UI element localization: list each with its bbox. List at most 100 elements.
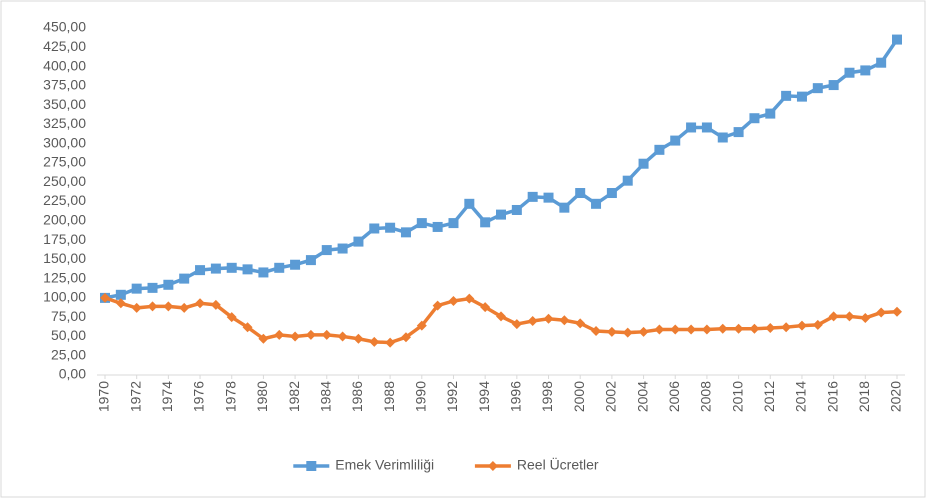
y-tick-label: 325,00 bbox=[43, 115, 86, 131]
marker bbox=[559, 315, 570, 326]
marker bbox=[305, 329, 316, 340]
x-tick-label: 1998 bbox=[539, 381, 555, 412]
marker bbox=[591, 326, 602, 337]
marker bbox=[147, 301, 158, 312]
marker bbox=[575, 318, 586, 329]
x-tick-label: 1986 bbox=[349, 381, 365, 412]
legend-marker bbox=[487, 461, 498, 471]
y-tick-label: 250,00 bbox=[43, 173, 86, 189]
marker bbox=[147, 282, 158, 293]
y-tick-label: 200,00 bbox=[43, 211, 86, 227]
marker bbox=[733, 323, 744, 334]
marker bbox=[527, 191, 538, 202]
legend-label: Reel Ücretler bbox=[517, 456, 599, 473]
marker bbox=[812, 319, 823, 330]
marker bbox=[448, 218, 459, 229]
marker bbox=[448, 295, 459, 306]
x-tick-label: 2010 bbox=[729, 381, 745, 412]
marker bbox=[892, 34, 902, 45]
x-tick-label: 1982 bbox=[286, 381, 302, 412]
marker bbox=[654, 144, 665, 155]
marker bbox=[305, 255, 316, 266]
x-tick-label: 1978 bbox=[222, 381, 238, 412]
x-tick-label: 1970 bbox=[96, 381, 112, 412]
marker bbox=[226, 312, 237, 323]
legend-marker bbox=[306, 461, 317, 471]
marker bbox=[179, 302, 190, 313]
marker bbox=[575, 188, 586, 199]
marker bbox=[828, 311, 839, 322]
marker bbox=[781, 90, 792, 101]
x-tick-label: 1990 bbox=[413, 381, 429, 412]
marker bbox=[321, 245, 332, 256]
y-tick-label: 400,00 bbox=[43, 57, 86, 73]
marker bbox=[765, 108, 776, 119]
marker bbox=[591, 198, 602, 209]
marker bbox=[369, 223, 380, 234]
x-tick-label: 1984 bbox=[317, 381, 333, 412]
marker bbox=[860, 312, 871, 323]
marker bbox=[416, 218, 427, 229]
x-tick-label: 2002 bbox=[603, 381, 619, 412]
marker bbox=[527, 316, 538, 327]
x-tick-label: 1994 bbox=[476, 381, 492, 412]
marker bbox=[701, 324, 712, 335]
legend-item: Emek Verimliliği bbox=[293, 457, 434, 473]
marker bbox=[543, 192, 554, 203]
y-tick-label: 0,00 bbox=[59, 366, 86, 382]
x-tick-label: 2014 bbox=[793, 381, 809, 412]
marker bbox=[876, 57, 887, 68]
y-tick-label: 300,00 bbox=[43, 134, 86, 150]
marker bbox=[749, 323, 760, 334]
marker bbox=[210, 299, 221, 310]
y-tick-label: 175,00 bbox=[43, 231, 86, 247]
x-tick-label: 1988 bbox=[381, 381, 397, 412]
marker bbox=[559, 202, 570, 213]
x-tick-label: 2004 bbox=[634, 381, 650, 412]
marker bbox=[812, 83, 823, 94]
marker bbox=[242, 322, 253, 333]
x-tick-label: 1980 bbox=[254, 381, 270, 412]
marker bbox=[321, 329, 332, 340]
y-tick-label: 100,00 bbox=[43, 289, 86, 305]
x-tick-label: 2008 bbox=[698, 381, 714, 412]
marker bbox=[670, 135, 681, 146]
marker bbox=[686, 324, 697, 335]
marker bbox=[496, 311, 506, 322]
y-tick-label: 75,00 bbox=[51, 308, 86, 324]
marker bbox=[131, 302, 142, 313]
x-tick-label: 1996 bbox=[508, 381, 524, 412]
x-tick-label: 2016 bbox=[824, 381, 840, 412]
x-tick-label: 2012 bbox=[761, 381, 777, 412]
marker bbox=[686, 122, 697, 133]
marker bbox=[480, 302, 491, 313]
marker bbox=[274, 329, 285, 340]
marker bbox=[385, 337, 396, 348]
marker bbox=[543, 313, 554, 324]
x-tick-label: 1972 bbox=[127, 381, 143, 412]
marker bbox=[844, 67, 855, 78]
marker bbox=[290, 331, 301, 342]
marker bbox=[400, 332, 411, 343]
marker bbox=[796, 320, 807, 331]
x-tick-label: 1992 bbox=[444, 381, 460, 412]
marker bbox=[369, 336, 380, 347]
marker bbox=[670, 324, 681, 335]
marker bbox=[274, 262, 285, 273]
marker bbox=[131, 283, 142, 294]
y-tick-label: 450,00 bbox=[43, 19, 86, 35]
x-tick-label: 2006 bbox=[666, 381, 682, 412]
marker bbox=[337, 243, 348, 254]
y-tick-label: 150,00 bbox=[43, 250, 86, 266]
marker bbox=[100, 292, 110, 303]
marker bbox=[258, 267, 269, 278]
marker bbox=[860, 65, 871, 76]
y-tick-label: 375,00 bbox=[43, 77, 86, 93]
marker bbox=[195, 265, 206, 276]
y-tick-label: 275,00 bbox=[43, 154, 86, 170]
y-tick-label: 25,00 bbox=[51, 346, 86, 362]
marker bbox=[892, 306, 902, 317]
marker bbox=[701, 122, 712, 133]
